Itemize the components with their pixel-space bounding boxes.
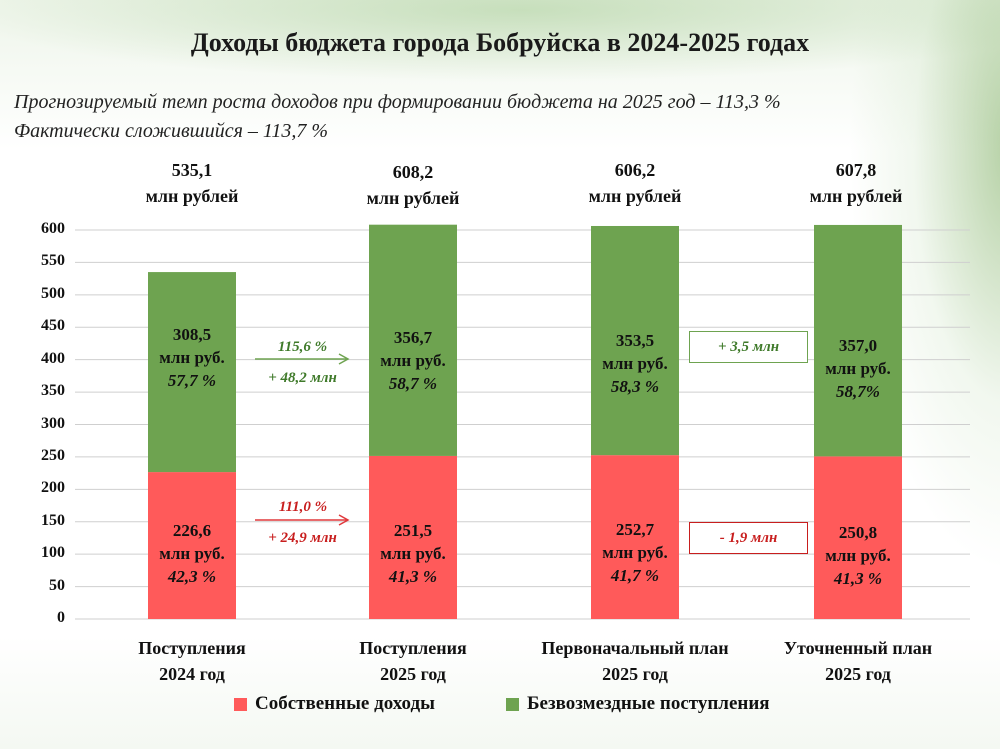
- y-tick-label-450: 450: [41, 317, 65, 335]
- bar-0-grants: [148, 272, 236, 473]
- legend-swatch-grants: [506, 697, 519, 711]
- bar-1-own: [369, 455, 457, 619]
- bar-2-own: [591, 455, 679, 619]
- bar-3-own: [814, 456, 902, 619]
- own-growth-pct: 111,0 %: [278, 499, 328, 515]
- y-tick-label-200: 200: [41, 479, 65, 497]
- total-label-3: 607,8 млн рублей: [809, 160, 903, 206]
- y-tick-label-400: 400: [41, 349, 65, 367]
- category-label-3: Уточненный план 2025 год: [783, 638, 933, 684]
- bar-1-grants: [369, 224, 457, 456]
- y-tick-label-0: 0: [57, 609, 65, 626]
- own-growth-abs: + 24,9 млн: [268, 530, 337, 546]
- own-plan-change-box: - 1,9 млн: [689, 522, 808, 554]
- grants-growth-arrow-head: [338, 353, 350, 365]
- bar-2-own-label: 252,7 млн руб. 41,7 %: [602, 520, 668, 585]
- legend-item-grants: Безвозмездные поступления: [506, 693, 770, 715]
- y-tick-label-300: 300: [41, 414, 65, 432]
- total-label-0: 535,1 млн рублей: [145, 160, 239, 206]
- grants-plan-change-box: + 3,5 млн: [689, 331, 808, 363]
- grants-growth-pct: 115,6 %: [277, 339, 328, 355]
- subtitle-line-2: Фактически сложившийся – 113,7 %: [14, 120, 329, 142]
- bar-3-grants: [814, 224, 902, 457]
- category-label-0: Поступления 2024 год: [138, 638, 246, 684]
- legend-label-own: Собственные доходы: [255, 693, 435, 714]
- bar-0-grants-label: 308,5 млн руб. 57,7 %: [159, 325, 225, 390]
- bar-3-grants-label: 357,0 млн руб. 58,7%: [825, 336, 891, 401]
- y-tick-label-350: 350: [41, 382, 65, 400]
- category-label-1: Поступления 2025 год: [359, 638, 467, 684]
- legend-item-own: Собственные доходы: [234, 693, 435, 715]
- y-tick-label-600: 600: [41, 220, 65, 237]
- own-growth-arrow-head: [338, 514, 350, 526]
- legend-label-grants: Безвозмездные поступления: [527, 693, 770, 714]
- bar-1-own-label: 251,5 млн руб. 41,3 %: [380, 521, 446, 586]
- y-tick-label-250: 250: [41, 446, 65, 464]
- bar-0-own-label: 226,6 млн руб. 42,3 %: [159, 521, 225, 586]
- total-label-2: 606,2 млн рублей: [588, 160, 682, 206]
- total-label-1: 608,2 млн рублей: [366, 162, 460, 208]
- grants-growth-abs: + 48,2 млн: [268, 370, 337, 386]
- subtitle-line-1: Прогнозируемый темп роста доходов при фо…: [14, 91, 781, 113]
- page-title: Доходы бюджета города Бобруйска в 2024-2…: [190, 28, 810, 57]
- subtitle: Прогнозируемый темп роста доходов при фо…: [14, 88, 781, 146]
- y-tick-label-500: 500: [41, 284, 65, 302]
- y-tick-label-50: 50: [49, 576, 65, 594]
- legend-swatch-own: [234, 697, 247, 711]
- y-tick-label-550: 550: [41, 252, 65, 270]
- bar-0-own: [148, 472, 236, 619]
- y-tick-label-100: 100: [41, 544, 65, 562]
- y-tick-label-150: 150: [41, 511, 65, 529]
- category-label-2: Первоначальный план 2025 год: [541, 638, 729, 684]
- bar-3-own-label: 250,8 млн руб. 41,3 %: [825, 523, 891, 588]
- bar-1-grants-label: 356,7 млн руб. 58,7 %: [380, 328, 446, 393]
- bar-2-grants: [591, 225, 679, 456]
- legend: Собственные доходы Безвозмездные поступл…: [0, 693, 1000, 723]
- bar-2-grants-label: 353,5 млн руб. 58,3 %: [602, 331, 668, 396]
